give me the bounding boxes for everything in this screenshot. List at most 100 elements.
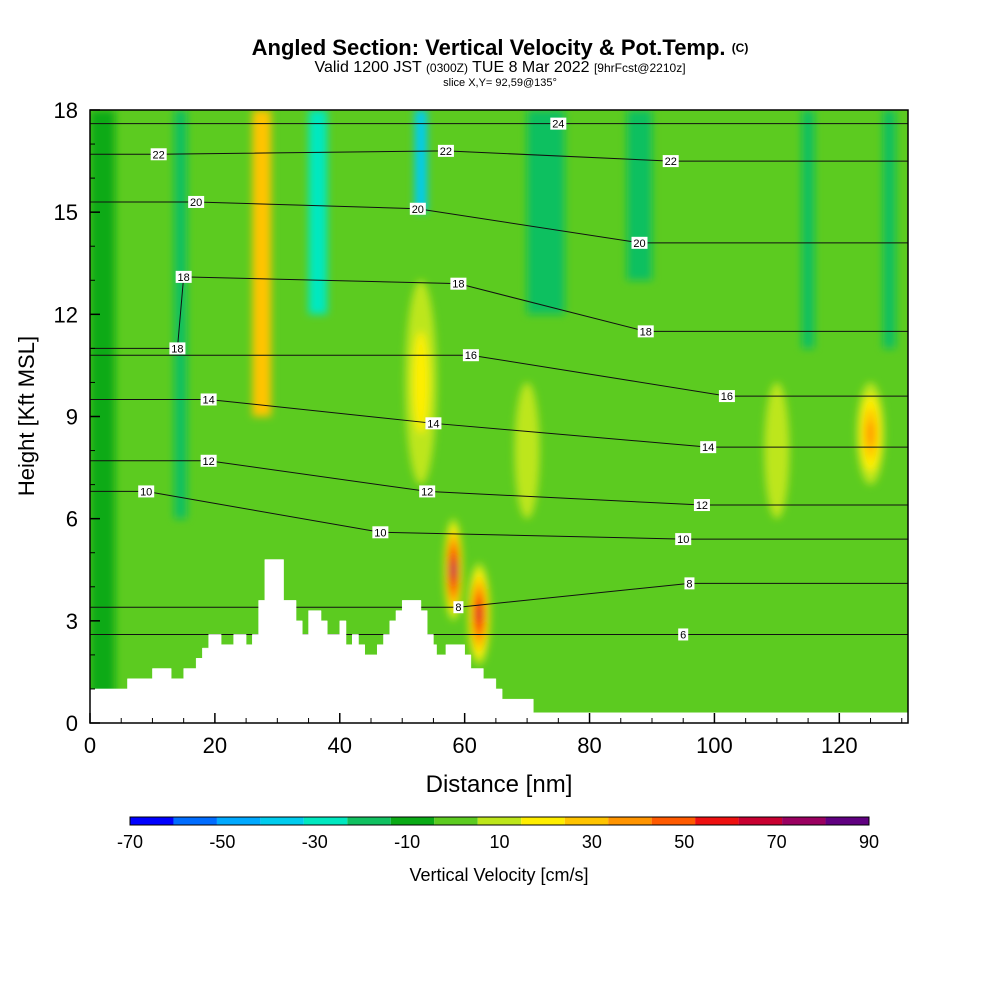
colorbar-tick-label: 10 — [489, 832, 509, 852]
theta-label: 12 — [203, 456, 215, 468]
theta-label: 14 — [702, 442, 714, 454]
x-tick-label: 100 — [696, 733, 733, 758]
x-tick-label: 0 — [84, 733, 96, 758]
colorbar-swatch — [564, 817, 609, 825]
theta-label-bg — [188, 195, 205, 208]
theta-label: 14 — [427, 418, 439, 430]
theta-label: 16 — [465, 350, 477, 362]
theta-label-bg — [372, 526, 389, 539]
theta-label: 24 — [552, 119, 564, 131]
theta-label-bg — [437, 144, 454, 157]
velocity-cell — [764, 382, 790, 519]
colorbar-swatch — [303, 817, 348, 825]
field-blurred — [90, 110, 896, 713]
x-axis-label: Distance [nm] — [426, 771, 573, 798]
colorbar-swatch — [477, 817, 522, 825]
colorbar-tick-label: -70 — [117, 832, 143, 852]
theta-label-bg — [409, 202, 426, 215]
theta-label-bg — [453, 601, 464, 614]
theta-label: 22 — [153, 149, 165, 161]
theta-label-bg — [678, 628, 689, 641]
theta-label: 18 — [171, 343, 183, 355]
title-suffix: (C) — [731, 41, 749, 55]
theta-label: 20 — [633, 238, 645, 250]
theta-label-bg — [637, 325, 654, 338]
colorbar-swatch — [782, 817, 826, 825]
theta-label: 18 — [452, 279, 464, 291]
theta-labels: 22 20 18 18 14 12 10 10 12 14 16 18 20 22 24 22 20 18 16 14… — [138, 117, 735, 641]
velocity-cell — [514, 382, 540, 519]
colorbar-swatch — [825, 817, 869, 825]
velocity-band — [308, 110, 328, 315]
terrain — [89, 559, 909, 724]
colorbar: -70 -50 -30 -10 10 30 50 70 90 — [117, 816, 879, 852]
theta-label-bg — [700, 441, 717, 454]
colorbar-tick-label: 50 — [674, 832, 694, 852]
x-tick-label: 80 — [577, 733, 601, 758]
valid-time: Valid 1200 JST (0300Z) TUE 8 Mar 2022 [9… — [314, 59, 686, 76]
terrain-mask — [89, 559, 909, 724]
x-tick-label: 40 — [328, 733, 352, 758]
colorbar-tick-label: 70 — [767, 832, 787, 852]
colorbar-swatch — [738, 817, 783, 825]
theta-label: 14 — [203, 394, 215, 406]
y-tick-label: 18 — [54, 98, 78, 123]
x-tick-label: 120 — [821, 733, 858, 758]
theta-label: 10 — [677, 534, 689, 546]
velocity-field — [90, 110, 908, 723]
theta-label: 22 — [440, 146, 452, 158]
theta-label-bg — [138, 485, 155, 498]
velocity-cell — [413, 331, 429, 434]
y-tick-label: 0 — [66, 711, 78, 736]
theta-label: 10 — [140, 486, 152, 498]
y-tick-label: 9 — [66, 405, 78, 430]
theta-label-bg — [425, 417, 442, 430]
theta-label-bg — [450, 277, 467, 290]
velocity-band — [527, 110, 565, 315]
theta-label: 20 — [190, 197, 202, 209]
theta-label-bg — [169, 342, 186, 355]
theta-label: 18 — [178, 272, 190, 284]
y-tick-label: 6 — [66, 507, 78, 532]
colorbar-swatch — [651, 817, 696, 825]
axes: 0 20 40 60 80 100 120 0 3 6 9 12 15 18 — [54, 98, 903, 758]
theta-label-bg — [693, 499, 710, 512]
velocity-band — [414, 110, 428, 213]
colorbar-tick-label: -50 — [209, 832, 235, 852]
velocity-band — [801, 110, 815, 349]
theta-label-bg — [718, 390, 735, 403]
theta-label: 10 — [374, 527, 386, 539]
theta-label: 12 — [696, 500, 708, 512]
theta-label: 18 — [640, 326, 652, 338]
colorbar-frame — [129, 816, 870, 826]
colorbar-swatch — [521, 817, 565, 825]
colorbar-swatch — [260, 817, 304, 825]
colorbar-swatch — [347, 817, 391, 825]
colorbar-tick-label: -10 — [394, 832, 420, 852]
theta-label: 20 — [412, 204, 424, 216]
theta-label: 8 — [686, 578, 692, 590]
theta-label-bg — [550, 117, 567, 130]
theta-label-bg — [200, 393, 217, 406]
theta-contour — [90, 354, 908, 397]
theta-label-bg — [462, 349, 479, 362]
colorbar-swatch — [173, 817, 217, 825]
colorbar-tick-label: 90 — [859, 832, 879, 852]
theta-label-bg — [631, 236, 648, 249]
theta-label: 8 — [455, 602, 461, 614]
colorbar-label: Vertical Velocity [cm/s] — [409, 865, 588, 885]
colorbar-swatch — [695, 817, 739, 825]
theta-contour — [90, 276, 908, 349]
theta-label-bg — [662, 155, 679, 168]
velocity-band — [252, 110, 272, 417]
x-tick-label: 20 — [203, 733, 227, 758]
chart-title-block: Angled Section: Vertical Velocity & Pot.… — [0, 36, 1000, 76]
theta-label-bg — [175, 270, 192, 283]
velocity-cell — [477, 606, 482, 622]
colorbar-swatch — [130, 817, 174, 825]
velocity-band — [627, 110, 652, 281]
colorbar-swatch — [434, 817, 478, 825]
y-tick-label: 3 — [66, 609, 78, 634]
theta-label-bg — [675, 533, 692, 546]
